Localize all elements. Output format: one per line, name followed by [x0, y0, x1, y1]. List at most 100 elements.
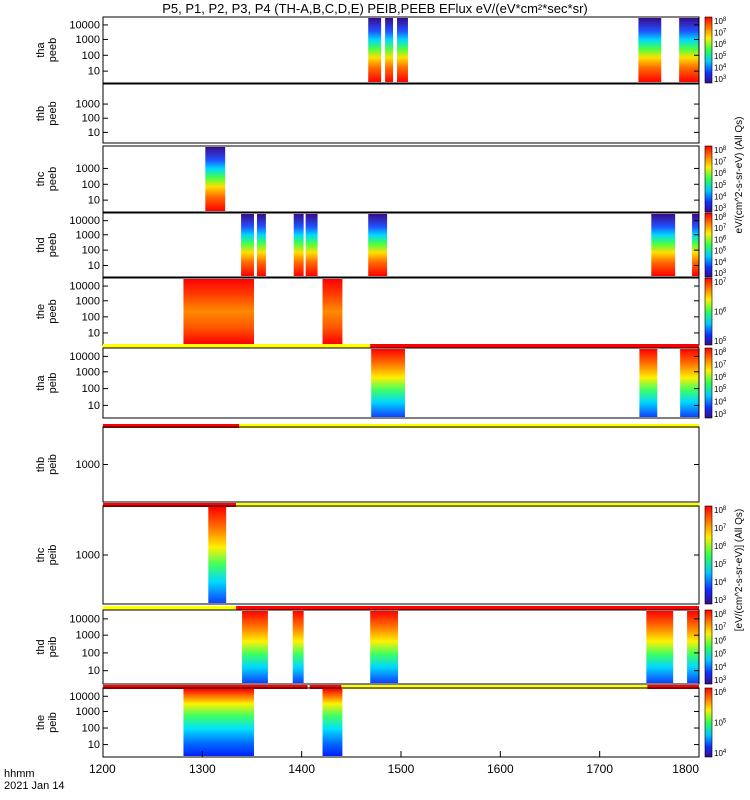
ylabel-thb-peeb: thbpeeb: [35, 101, 59, 125]
data-block-thd-peib-2: [292, 611, 304, 683]
data-block-the-peib-1: [183, 689, 254, 756]
status-bar-segment-thb-peib-1: [103, 424, 240, 428]
colorbar-tick-thc-peeb-1: 103: [714, 204, 727, 213]
colorbar-the-peeb: [704, 277, 713, 346]
ytick-label-tha-peib-1000: 1000: [76, 366, 100, 378]
colorbar-tick-the-peeb-1: 105: [714, 337, 727, 346]
colorbar-tick-tha-peeb-6: 108: [714, 17, 727, 26]
ytick-label-thc-peeb-100: 100: [82, 179, 100, 191]
xtick-label-1800: 1800: [672, 762, 699, 776]
ytick-label-thd-peib-10: 10: [88, 665, 100, 677]
colorbar-tick-thc-peib-3: 105: [714, 560, 727, 569]
data-block-tha-peeb-2: [385, 18, 394, 82]
ytick-label-thb-peeb-100: 100: [82, 113, 100, 125]
ytick-label-thd-peib-1000: 1000: [76, 630, 100, 642]
ytick-label-the-peib-10000: 10000: [69, 691, 100, 703]
colorbar-tick-tha-peib-3: 105: [714, 385, 727, 394]
data-block-thd-peib-4: [646, 611, 674, 683]
ytick-label-the-peib-1000: 1000: [76, 706, 100, 718]
colorbar-title-peib: [eV/(cm^2-s-sr-eV)] (All Qs): [734, 509, 745, 631]
colorbar-the-peib: [704, 687, 713, 758]
data-block-thd-peeb-4: [305, 214, 318, 276]
status-bar-segment-the-peib-2: [309, 685, 342, 689]
ytick-label-thc-peib-1000: 1000: [76, 550, 100, 562]
colorbar-tick-thc-peeb-6: 108: [714, 146, 727, 155]
colorbar-tick-the-peeb-3: 107: [714, 278, 727, 287]
colorbar-tick-thd-peeb-3: 105: [714, 247, 727, 256]
ytick-label-tha-peeb-1000: 1000: [76, 34, 100, 46]
colorbar-tick-the-peib-3: 106: [714, 688, 727, 697]
data-block-thd-peeb-3: [293, 214, 304, 276]
status-bar-segment-thc-peib-2: [236, 503, 699, 507]
ylabel-tha-peib: thapeib: [35, 373, 59, 394]
colorbar-title-peeb: eV/(cm^2-s-sr-eV) (All Qs): [734, 117, 745, 234]
time-format-label: hhmm: [4, 768, 35, 780]
data-block-thd-peib-1: [242, 611, 268, 683]
colorbar-tick-tha-peeb-1: 103: [714, 75, 727, 84]
xtick-label-1600: 1600: [487, 762, 514, 776]
colorbar-tick-thc-peib-6: 108: [714, 506, 727, 515]
ytick-label-the-peeb-1000: 1000: [76, 295, 100, 307]
colorbar-tha-peib: [704, 347, 713, 419]
panel-tha-peib: 10000 1000 100 10 thapeib: [35, 344, 713, 419]
data-block-tha-peib-2: [639, 349, 658, 417]
data-block-tha-peib-3: [680, 349, 699, 417]
status-bar-segment-thb-peib-2: [239, 424, 699, 428]
colorbar-thd-peib: [704, 609, 713, 685]
xtick-label-1200: 1200: [89, 762, 116, 776]
status-bar-segment-thc-peib-1: [103, 503, 237, 507]
status-bar-segment-tha-peib-2: [370, 344, 699, 348]
footer: hhmm 2021 Jan 14: [4, 768, 65, 792]
data-block-the-peeb-1: [183, 279, 254, 344]
colorbar-tick-thd-peeb-6: 108: [714, 213, 727, 222]
ytick-label-the-peeb-10000: 10000: [69, 281, 100, 293]
data-block-the-peib-2: [322, 689, 343, 756]
data-block-tha-peeb-1: [368, 18, 382, 82]
colorbar-tick-thc-peib-1: 103: [714, 596, 727, 605]
colorbar-tha-peeb: [704, 16, 713, 84]
ylabel-the-peeb: thepeeb: [35, 299, 59, 323]
xtick-label-1300: 1300: [189, 762, 216, 776]
colorbar-tick-tha-peib-1: 103: [714, 410, 727, 419]
data-block-thd-peib-3: [370, 611, 399, 683]
ytick-label-tha-peib-10000: 10000: [69, 351, 100, 363]
ytick-label-the-peib-100: 100: [82, 723, 100, 735]
colorbar-tick-thd-peeb-4: 106: [714, 235, 727, 244]
data-block-thd-peeb-2: [256, 214, 266, 276]
colorbar-tick-tha-peib-2: 104: [714, 398, 727, 407]
status-bar-segment-the-peib-4: [647, 685, 699, 689]
panel-thc-peeb: 1000 100 10 thcpeeb: [35, 145, 713, 213]
data-block-tha-peeb-3: [397, 18, 408, 82]
ytick-label-thb-peib-1000: 1000: [76, 459, 100, 471]
panel-thb-peib: 1000 thbpeib: [35, 424, 700, 503]
ytick-label-thd-peeb-100: 100: [82, 245, 100, 257]
colorbar-tick-thc-peeb-2: 104: [714, 192, 727, 201]
panel-thc-peib: 1000 thcpeib: [35, 503, 713, 605]
xtick-label-1400: 1400: [288, 762, 315, 776]
ytick-label-the-peeb-10: 10: [88, 327, 100, 339]
data-block-thc-peib-1: [208, 507, 227, 603]
ytick-label-thd-peib-10000: 10000: [69, 613, 100, 625]
ytick-label-tha-peib-100: 100: [82, 383, 100, 395]
data-block-thd-peib-5: [687, 611, 699, 683]
ylabel-tha-peeb: thapeeb: [35, 38, 59, 62]
xtick-label-1700: 1700: [586, 762, 613, 776]
colorbar-tick-thc-peeb-3: 105: [714, 181, 727, 190]
ylabel-thb-peib: thbpeib: [35, 454, 59, 475]
plot-frame-thd-peib: [102, 609, 700, 685]
colorbar-tick-thc-peib-4: 106: [714, 542, 727, 551]
colorbar-tick-thc-peib-2: 104: [714, 578, 727, 587]
data-block-tha-peeb-5: [679, 18, 699, 82]
data-block-thd-peeb-6: [651, 214, 676, 276]
panel-thd-peib: 10000 1000 100 10 thdpeib: [35, 606, 713, 685]
colorbar-tick-the-peib-2: 105: [714, 719, 727, 728]
ytick-label-tha-peib-10: 10: [88, 400, 100, 412]
ytick-label-tha-peeb-100: 100: [82, 50, 100, 62]
plot-frame-thb-peeb: [102, 83, 700, 144]
panel-the-peib: 10000 1000 100 10 thepeib: [35, 685, 713, 758]
colorbar-tick-thd-peeb-5: 107: [714, 224, 727, 233]
ylabel-thd-peeb: thdpeeb: [35, 233, 59, 257]
plot-frame-thd-peeb: [102, 212, 700, 278]
colorbar-tick-thd-peib-6: 108: [714, 610, 727, 619]
colorbar-tick-thd-peeb-1: 103: [714, 269, 727, 278]
